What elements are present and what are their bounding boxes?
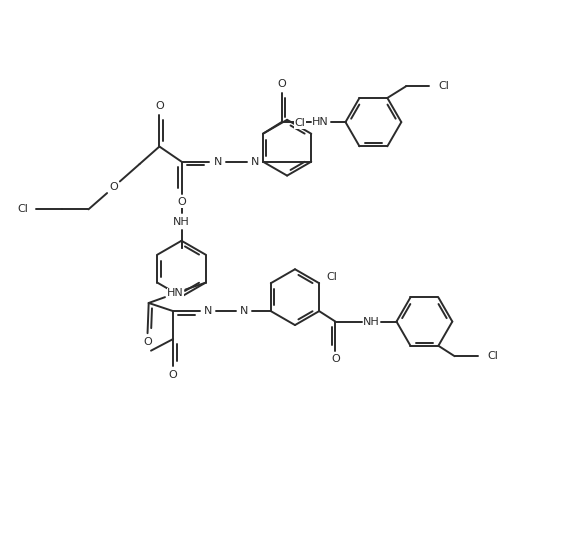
Text: NH: NH <box>363 317 380 326</box>
Text: O: O <box>169 370 178 380</box>
Text: N: N <box>251 157 259 167</box>
Text: O: O <box>331 354 340 364</box>
Text: Cl: Cl <box>18 204 29 215</box>
Text: O: O <box>277 79 286 89</box>
Text: Cl: Cl <box>326 272 337 282</box>
Text: Cl: Cl <box>439 81 450 91</box>
Text: O: O <box>177 197 186 208</box>
Text: Cl: Cl <box>487 351 498 361</box>
Text: HN: HN <box>312 117 329 127</box>
Text: N: N <box>213 157 222 167</box>
Text: O: O <box>109 182 118 192</box>
Text: HN: HN <box>167 288 184 298</box>
Text: N: N <box>204 306 212 316</box>
Text: O: O <box>143 337 152 347</box>
Text: O: O <box>155 102 164 111</box>
Text: NH: NH <box>173 217 190 226</box>
Text: N: N <box>240 306 248 316</box>
Text: Cl: Cl <box>294 118 305 128</box>
